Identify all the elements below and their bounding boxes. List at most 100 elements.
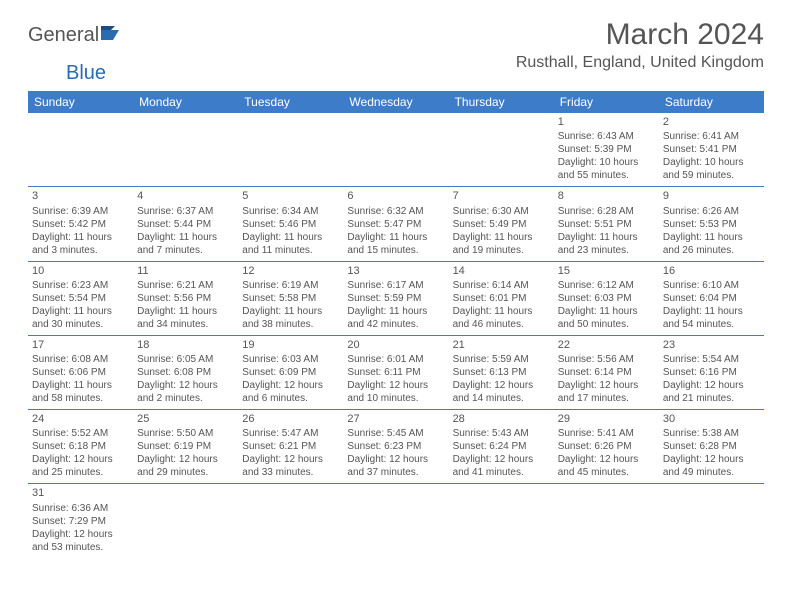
daylight-text: Daylight: 11 hours and 38 minutes.: [242, 305, 339, 331]
calendar-day-cell: 27Sunrise: 5:45 AMSunset: 6:23 PMDayligh…: [343, 410, 448, 484]
calendar-day-cell: 21Sunrise: 5:59 AMSunset: 6:13 PMDayligh…: [449, 335, 554, 409]
sunrise-text: Sunrise: 6:19 AM: [242, 279, 339, 292]
day-number: 23: [663, 338, 760, 352]
day-header: Monday: [133, 91, 238, 113]
sunrise-text: Sunrise: 6:12 AM: [558, 279, 655, 292]
daylight-text: Daylight: 12 hours and 6 minutes.: [242, 379, 339, 405]
sunset-text: Sunset: 6:24 PM: [453, 440, 550, 453]
daylight-text: Daylight: 11 hours and 3 minutes.: [32, 231, 129, 257]
calendar-day-cell: 9Sunrise: 6:26 AMSunset: 5:53 PMDaylight…: [659, 187, 764, 261]
sunset-text: Sunset: 6:06 PM: [32, 366, 129, 379]
day-header: Sunday: [28, 91, 133, 113]
day-number: 6: [347, 189, 444, 203]
sunrise-text: Sunrise: 5:41 AM: [558, 427, 655, 440]
sunset-text: Sunset: 5:44 PM: [137, 218, 234, 231]
sunrise-text: Sunrise: 6:26 AM: [663, 205, 760, 218]
calendar-week-row: 1Sunrise: 6:43 AMSunset: 5:39 PMDaylight…: [28, 113, 764, 187]
calendar-empty-cell: [449, 484, 554, 558]
sunset-text: Sunset: 6:18 PM: [32, 440, 129, 453]
day-number: 24: [32, 412, 129, 426]
day-number: 17: [32, 338, 129, 352]
sunrise-text: Sunrise: 6:23 AM: [32, 279, 129, 292]
daylight-text: Daylight: 11 hours and 19 minutes.: [453, 231, 550, 257]
daylight-text: Daylight: 11 hours and 11 minutes.: [242, 231, 339, 257]
day-number: 2: [663, 115, 760, 129]
day-number: 7: [453, 189, 550, 203]
calendar-day-cell: 22Sunrise: 5:56 AMSunset: 6:14 PMDayligh…: [554, 335, 659, 409]
day-number: 9: [663, 189, 760, 203]
day-number: 15: [558, 264, 655, 278]
daylight-text: Daylight: 11 hours and 15 minutes.: [347, 231, 444, 257]
sunset-text: Sunset: 5:58 PM: [242, 292, 339, 305]
daylight-text: Daylight: 11 hours and 46 minutes.: [453, 305, 550, 331]
calendar-week-row: 24Sunrise: 5:52 AMSunset: 6:18 PM Dayligh…: [28, 410, 764, 484]
calendar-day-cell: 25Sunrise: 5:50 AMSunset: 6:19 PMDayligh…: [133, 410, 238, 484]
calendar-day-cell: 17Sunrise: 6:08 AMSunset: 6:06 PMDayligh…: [28, 335, 133, 409]
daylight-text: Daylight: 11 hours and 54 minutes.: [663, 305, 760, 331]
calendar-day-cell: 16Sunrise: 6:10 AMSunset: 6:04 PMDayligh…: [659, 261, 764, 335]
sunrise-text: Sunrise: 6:21 AM: [137, 279, 234, 292]
calendar-week-row: 31 Sunrise: 6:36 AMSunset: 7:29 PMDayligh…: [28, 484, 764, 558]
calendar-day-cell: 13Sunrise: 6:17 AMSunset: 5:59 PMDayligh…: [343, 261, 448, 335]
sunset-text: Sunset: 6:08 PM: [137, 366, 234, 379]
calendar-body: 1Sunrise: 6:43 AMSunset: 5:39 PMDaylight…: [28, 113, 764, 558]
calendar-day-cell: 20Sunrise: 6:01 AMSunset: 6:11 PMDayligh…: [343, 335, 448, 409]
daylight-text: Daylight: 12 hours and 10 minutes.: [347, 379, 444, 405]
day-number: 12: [242, 264, 339, 278]
calendar-empty-cell: [659, 484, 764, 558]
sunrise-text: Sunrise: 6:32 AM: [347, 205, 444, 218]
day-number: 14: [453, 264, 550, 278]
calendar-empty-cell: [133, 113, 238, 187]
sunrise-text: Sunrise: 6:41 AM: [663, 130, 760, 143]
sunrise-text: Sunrise: 6:05 AM: [137, 353, 234, 366]
daylight-text: Daylight: 10 hours and 59 minutes.: [663, 156, 760, 182]
sunrise-text: Sunrise: 6:30 AM: [453, 205, 550, 218]
day-number: 10: [32, 264, 129, 278]
calendar-header-row: SundayMondayTuesdayWednesdayThursdayFrid…: [28, 91, 764, 113]
calendar-empty-cell: [343, 113, 448, 187]
day-number: 18: [137, 338, 234, 352]
daylight-text: Daylight: 12 hours and 33 minutes.: [242, 453, 339, 479]
daylight-text: Daylight: 12 hours and 53 minutes.: [32, 528, 129, 554]
day-number: 21: [453, 338, 550, 352]
calendar-empty-cell: [449, 113, 554, 187]
sunrise-text: Sunrise: 6:43 AM: [558, 130, 655, 143]
sunset-text: Sunset: 6:01 PM: [453, 292, 550, 305]
calendar-day-cell: 8Sunrise: 6:28 AMSunset: 5:51 PMDaylight…: [554, 187, 659, 261]
calendar-day-cell: 28Sunrise: 5:43 AMSunset: 6:24 PMDayligh…: [449, 410, 554, 484]
daylight-text: Daylight: 12 hours and 17 minutes.: [558, 379, 655, 405]
sunset-text: Sunset: 5:46 PM: [242, 218, 339, 231]
daylight-text: Daylight: 12 hours and 37 minutes.: [347, 453, 444, 479]
sunrise-text: Sunrise: 6:17 AM: [347, 279, 444, 292]
calendar-day-cell: 1Sunrise: 6:43 AMSunset: 5:39 PMDaylight…: [554, 113, 659, 187]
calendar-week-row: 10Sunrise: 6:23 AMSunset: 5:54 PMDayligh…: [28, 261, 764, 335]
day-header: Wednesday: [343, 91, 448, 113]
sunset-text: Sunset: 5:49 PM: [453, 218, 550, 231]
sunset-text: Sunset: 6:04 PM: [663, 292, 760, 305]
day-number: 19: [242, 338, 339, 352]
sunrise-text: Sunrise: 5:52 AM: [32, 427, 129, 440]
day-number: 26: [242, 412, 339, 426]
calendar-day-cell: 15Sunrise: 6:12 AMSunset: 6:03 PMDayligh…: [554, 261, 659, 335]
calendar-day-cell: 7 Sunrise: 6:30 AMSunset: 5:49 PMDaylight…: [449, 187, 554, 261]
sunset-text: Sunset: 5:56 PM: [137, 292, 234, 305]
day-header: Thursday: [449, 91, 554, 113]
day-number: 1: [558, 115, 655, 129]
day-number: 5: [242, 189, 339, 203]
day-number: 31: [32, 486, 129, 500]
logo-text-1: General: [28, 24, 99, 47]
calendar-empty-cell: [238, 113, 343, 187]
sunset-text: Sunset: 5:41 PM: [663, 143, 760, 156]
sunrise-text: Sunrise: 6:36 AM: [32, 502, 129, 515]
location: Rusthall, England, United Kingdom: [516, 54, 764, 72]
sunset-text: Sunset: 5:51 PM: [558, 218, 655, 231]
logo: General: [28, 24, 123, 47]
daylight-text: Daylight: 11 hours and 58 minutes.: [32, 379, 129, 405]
calendar-empty-cell: [133, 484, 238, 558]
logo-flag-icon: [101, 26, 123, 45]
sunrise-text: Sunrise: 5:47 AM: [242, 427, 339, 440]
daylight-text: Daylight: 11 hours and 42 minutes.: [347, 305, 444, 331]
sunset-text: Sunset: 7:29 PM: [32, 515, 129, 528]
calendar-day-cell: 24Sunrise: 5:52 AMSunset: 6:18 PMDayligh…: [28, 410, 133, 484]
calendar-empty-cell: [28, 113, 133, 187]
